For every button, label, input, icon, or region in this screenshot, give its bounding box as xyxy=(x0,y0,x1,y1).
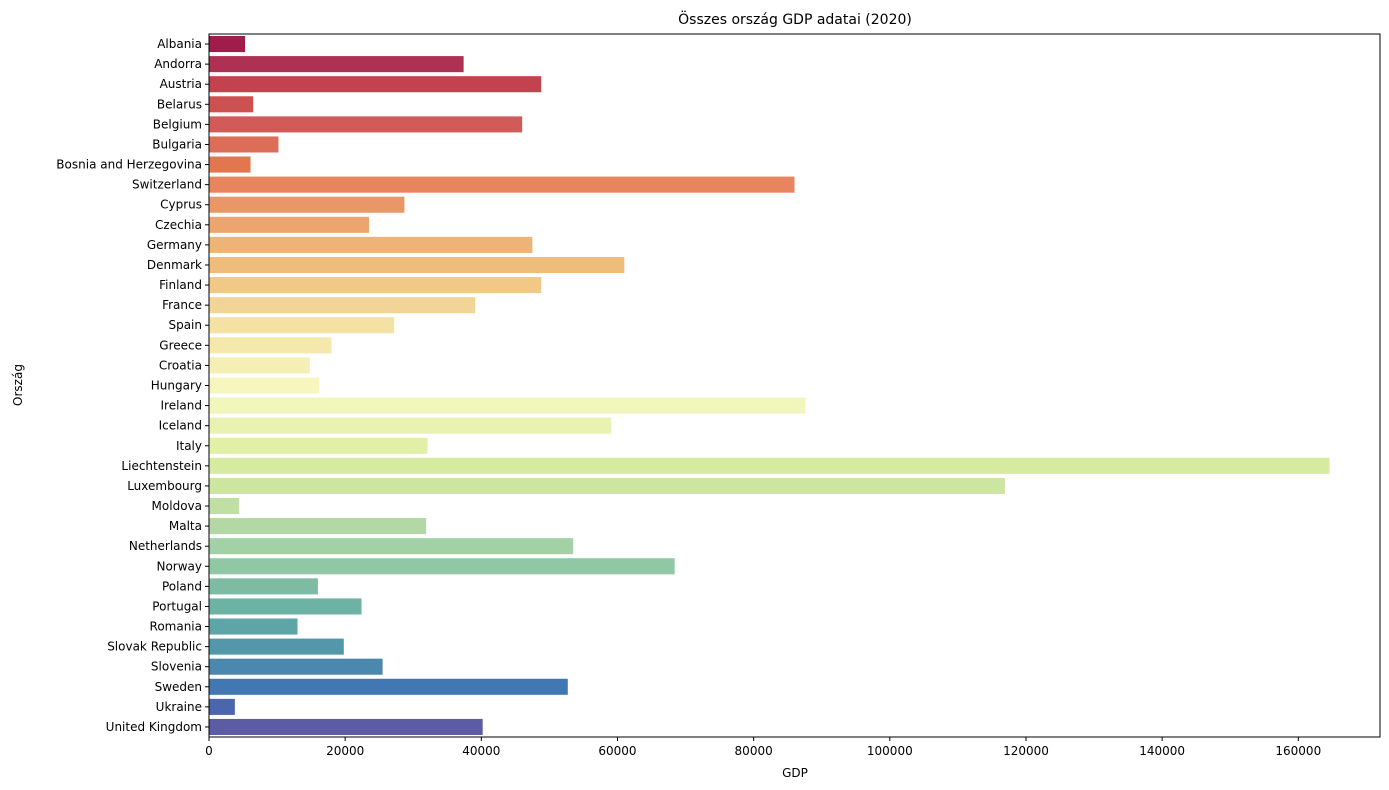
y-tick-label: Malta xyxy=(169,519,202,533)
y-tick-label: France xyxy=(162,298,202,312)
y-tick-label: Liechtenstein xyxy=(121,459,202,473)
y-tick-label: Iceland xyxy=(159,419,202,433)
y-tick-label: Slovak Republic xyxy=(107,640,202,654)
bars-group xyxy=(209,36,1330,735)
bar-sweden xyxy=(209,678,568,695)
y-tick-label: Cyprus xyxy=(160,198,202,212)
bar-cyprus xyxy=(209,196,405,213)
y-tick-label: Luxembourg xyxy=(127,479,202,493)
y-tick-label: Finland xyxy=(159,278,202,292)
y-tick-label: Romania xyxy=(150,620,202,634)
bar-portugal xyxy=(209,598,362,615)
x-tick-label: 60000 xyxy=(598,744,636,758)
y-tick-label: Moldova xyxy=(152,499,202,513)
bar-slovak-republic xyxy=(209,638,344,655)
bar-luxembourg xyxy=(209,477,1005,494)
bar-germany xyxy=(209,236,533,253)
y-tick-label: Belarus xyxy=(157,97,202,111)
x-tick-label: 20000 xyxy=(326,744,364,758)
x-tick-label: 160000 xyxy=(1275,744,1321,758)
x-tick-label: 80000 xyxy=(735,744,773,758)
x-tick-label: 120000 xyxy=(1003,744,1049,758)
y-tick-label: Italy xyxy=(176,439,202,453)
y-tick-label: Switzerland xyxy=(132,178,202,192)
y-tick-label: Andorra xyxy=(154,57,202,71)
bar-bosnia-and-herzegovina xyxy=(209,156,251,173)
y-tick-label: Belgium xyxy=(153,117,202,131)
y-tick-label: Spain xyxy=(168,318,202,332)
bar-belgium xyxy=(209,116,523,133)
x-tick-label: 0 xyxy=(205,744,213,758)
y-tick-label: Poland xyxy=(162,579,202,593)
bar-hungary xyxy=(209,377,320,394)
x-tick-label: 40000 xyxy=(462,744,500,758)
bar-czechia xyxy=(209,216,369,233)
bar-netherlands xyxy=(209,538,574,555)
y-tick-label: Sweden xyxy=(155,680,202,694)
y-tick-label: Albania xyxy=(157,37,202,51)
bar-andorra xyxy=(209,56,464,73)
bar-ireland xyxy=(209,397,806,414)
bar-ukraine xyxy=(209,698,235,715)
bar-malta xyxy=(209,518,427,535)
plot-frame xyxy=(208,33,1381,738)
chart-title: Összes ország GDP adatai (2020) xyxy=(678,10,912,28)
y-axis-ticks: Albania Andorra Austria Belarus Belgium Bulga… xyxy=(56,37,209,734)
y-tick-label: Austria xyxy=(160,77,202,91)
bar-romania xyxy=(209,618,298,635)
bar-norway xyxy=(209,558,675,575)
bar-united-kingdom xyxy=(209,718,483,735)
x-tick-label: 140000 xyxy=(1139,744,1185,758)
bar-austria xyxy=(209,76,542,93)
bar-albania xyxy=(209,36,246,53)
x-tick-label: 100000 xyxy=(867,744,913,758)
bar-moldova xyxy=(209,497,239,515)
y-tick-label: Croatia xyxy=(159,358,202,372)
bar-bulgaria xyxy=(209,136,279,153)
y-axis-label: Ország xyxy=(11,364,25,406)
y-tick-label: United Kingdom xyxy=(106,720,202,734)
x-axis-label: GDP xyxy=(782,766,808,780)
bar-liechtenstein xyxy=(209,457,1330,474)
x-axis-ticks: 0 20000 40000 60000 80000 100000 120000 140000 1… xyxy=(205,737,1321,758)
y-tick-label: Norway xyxy=(156,559,202,573)
bar-finland xyxy=(209,277,542,294)
bar-poland xyxy=(209,578,318,595)
bar-switzerland xyxy=(209,176,795,193)
y-tick-label: Czechia xyxy=(155,218,202,232)
bar-denmark xyxy=(209,256,625,274)
bar-italy xyxy=(209,437,428,454)
bar-slovenia xyxy=(209,658,383,675)
y-tick-label: Bulgaria xyxy=(152,137,202,151)
bar-belarus xyxy=(209,96,254,113)
bar-france xyxy=(209,297,476,314)
y-tick-label: Portugal xyxy=(152,599,202,613)
bar-greece xyxy=(209,337,332,354)
y-tick-label: Ukraine xyxy=(156,700,202,714)
y-tick-label: Denmark xyxy=(147,258,202,272)
y-tick-label: Ireland xyxy=(160,399,202,413)
bar-spain xyxy=(209,317,395,334)
y-tick-label: Hungary xyxy=(151,379,202,393)
y-tick-label: Netherlands xyxy=(129,539,202,553)
y-tick-label: Bosnia and Herzegovina xyxy=(56,158,202,172)
y-tick-label: Germany xyxy=(147,238,202,252)
y-tick-label: Slovenia xyxy=(151,660,202,674)
bar-croatia xyxy=(209,357,310,374)
y-tick-label: Greece xyxy=(159,338,202,352)
bar-iceland xyxy=(209,417,612,434)
